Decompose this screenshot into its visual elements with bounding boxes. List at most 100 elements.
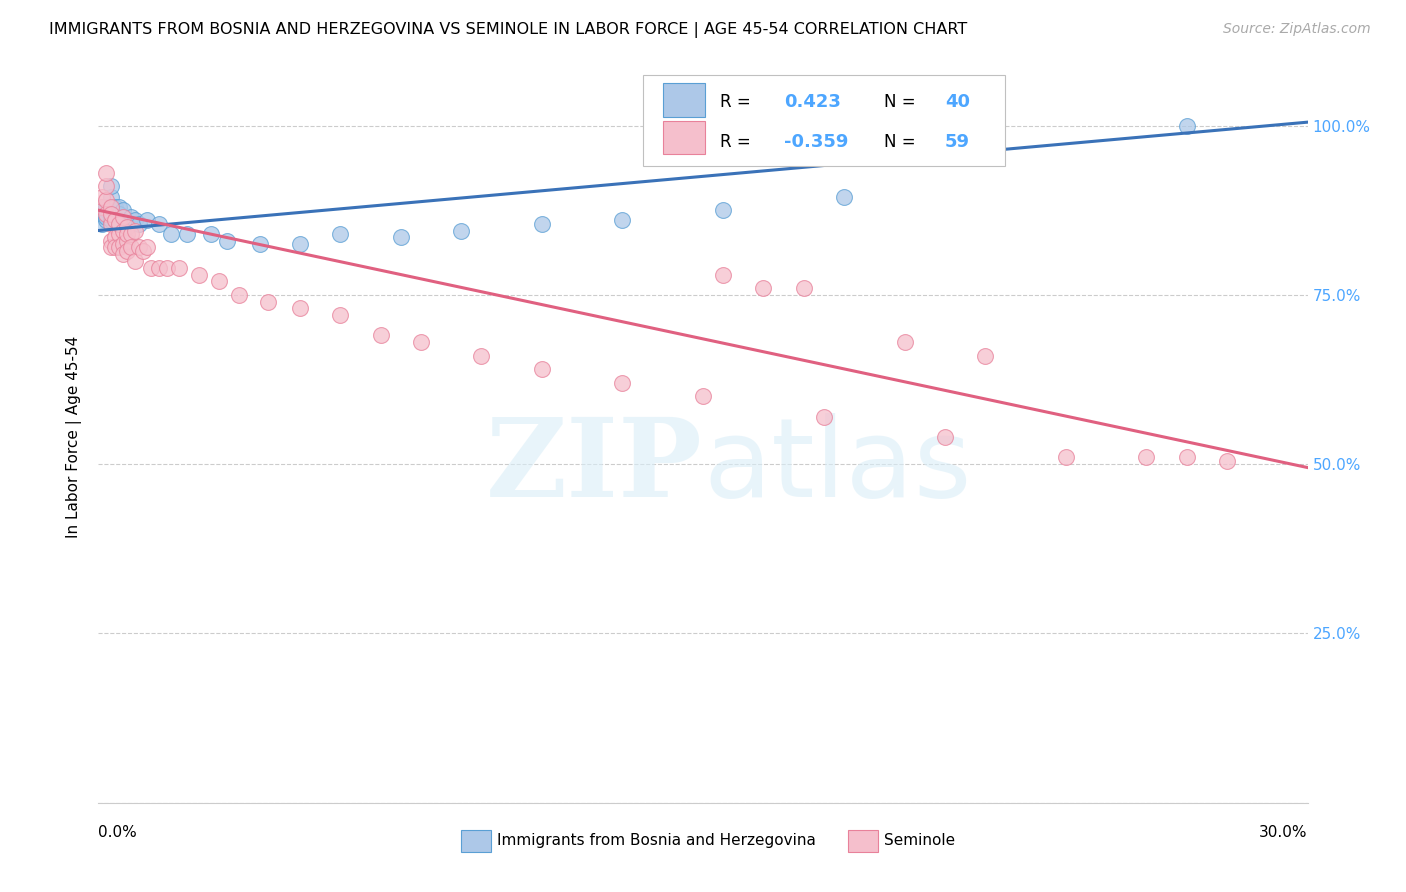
Point	[711, 203, 734, 218]
Point	[111, 203, 134, 218]
Point	[1175, 450, 1198, 465]
Point	[100, 189, 122, 203]
Text: Seminole: Seminole	[884, 833, 956, 848]
Point	[100, 240, 122, 254]
Point	[156, 260, 179, 275]
Point	[200, 227, 222, 241]
Point	[1216, 454, 1239, 468]
Point	[100, 200, 122, 214]
Point	[91, 206, 114, 220]
Point	[100, 200, 122, 214]
Point	[100, 206, 122, 220]
Bar	[848, 830, 879, 852]
Point	[793, 281, 815, 295]
Point	[139, 260, 162, 275]
Point	[107, 227, 129, 241]
Point	[893, 335, 915, 350]
Bar	[664, 120, 706, 154]
Point	[115, 227, 138, 241]
Point	[100, 217, 122, 231]
Point	[711, 268, 734, 282]
Point	[100, 206, 122, 220]
Point	[100, 179, 122, 194]
Text: -0.359: -0.359	[785, 133, 848, 151]
Point	[124, 213, 146, 227]
Text: atlas: atlas	[703, 413, 972, 520]
Point	[148, 260, 170, 275]
Point	[389, 230, 412, 244]
Point	[128, 240, 150, 254]
Point	[208, 274, 231, 288]
Point	[124, 223, 146, 237]
Point	[188, 268, 211, 282]
Text: R =: R =	[720, 133, 756, 151]
Point	[167, 260, 190, 275]
Point	[832, 189, 855, 203]
Point	[450, 223, 472, 237]
Point	[96, 203, 118, 218]
Text: 0.0%: 0.0%	[98, 825, 138, 839]
Point	[329, 227, 352, 241]
FancyBboxPatch shape	[643, 75, 1005, 167]
Y-axis label: In Labor Force | Age 45-54: In Labor Force | Age 45-54	[66, 336, 83, 538]
Point	[470, 349, 492, 363]
Point	[176, 227, 198, 241]
Point	[103, 240, 125, 254]
Point	[111, 247, 134, 261]
Point	[103, 203, 125, 218]
Point	[107, 210, 129, 224]
Text: 0.423: 0.423	[785, 94, 841, 112]
Text: 30.0%: 30.0%	[1260, 825, 1308, 839]
Point	[91, 189, 114, 203]
Point	[135, 240, 157, 254]
Point	[91, 217, 114, 231]
Text: IMMIGRANTS FROM BOSNIA AND HERZEGOVINA VS SEMINOLE IN LABOR FORCE | AGE 45-54 CO: IMMIGRANTS FROM BOSNIA AND HERZEGOVINA V…	[49, 22, 967, 38]
Text: ZIP: ZIP	[486, 413, 703, 520]
Point	[96, 206, 118, 220]
Point	[228, 288, 250, 302]
Point	[160, 227, 183, 241]
Text: R =: R =	[720, 94, 756, 112]
Text: 59: 59	[945, 133, 970, 151]
Point	[974, 349, 997, 363]
Point	[752, 281, 775, 295]
Point	[135, 213, 157, 227]
Point	[120, 240, 142, 254]
Text: 40: 40	[945, 94, 970, 112]
Point	[96, 179, 118, 194]
Point	[107, 217, 129, 231]
Point	[115, 217, 138, 231]
Text: N =: N =	[884, 94, 921, 112]
Text: Source: ZipAtlas.com: Source: ZipAtlas.com	[1223, 22, 1371, 37]
Point	[612, 376, 634, 390]
Point	[530, 362, 553, 376]
Point	[100, 234, 122, 248]
Point	[217, 234, 239, 248]
Point	[111, 237, 134, 252]
Point	[96, 193, 118, 207]
Point	[107, 206, 129, 220]
Point	[288, 237, 311, 252]
Point	[96, 210, 118, 224]
Point	[1175, 119, 1198, 133]
Point	[107, 200, 129, 214]
Bar	[461, 830, 492, 852]
Point	[1135, 450, 1157, 465]
Point	[111, 210, 134, 224]
Point	[612, 213, 634, 227]
Point	[249, 237, 271, 252]
Point	[103, 230, 125, 244]
Point	[103, 200, 125, 214]
Point	[148, 217, 170, 231]
Bar	[664, 83, 706, 117]
Point	[132, 244, 155, 258]
Point	[409, 335, 432, 350]
Point	[288, 301, 311, 316]
Point	[370, 328, 392, 343]
Text: Immigrants from Bosnia and Herzegovina: Immigrants from Bosnia and Herzegovina	[498, 833, 817, 848]
Point	[96, 200, 118, 214]
Point	[692, 389, 714, 403]
Point	[96, 166, 118, 180]
Point	[103, 213, 125, 227]
Point	[256, 294, 278, 309]
